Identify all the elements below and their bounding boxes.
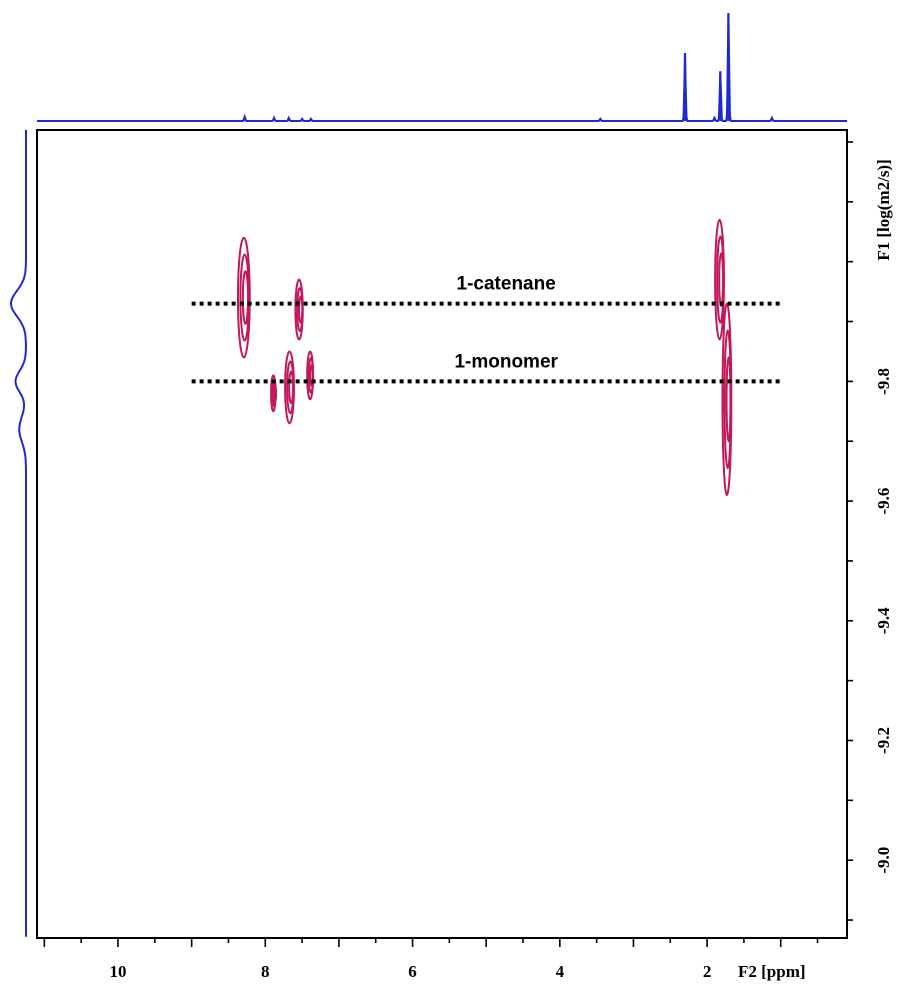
y-axis-title: F1 [log(m2/s)]	[874, 159, 893, 261]
contour-level	[725, 356, 732, 443]
contour-peaks	[236, 218, 733, 497]
x-tick-label: 2	[703, 962, 712, 981]
f2-projection-trace	[37, 12, 847, 122]
y-axis: -9.8 -9.6 -9.4 -9.2 -9.0	[847, 141, 893, 921]
plot-frame	[36, 129, 848, 939]
contour-peak	[284, 350, 295, 425]
x-tick-label: 4	[556, 962, 565, 981]
y-tick-label: -9.2	[874, 727, 893, 754]
contour-peak	[306, 350, 315, 401]
x-tick-label: 6	[408, 962, 417, 981]
x-tick-label: 10	[110, 962, 127, 981]
contour-peak	[721, 302, 733, 497]
reference-lines: 1-catenane 1-monomer	[191, 274, 781, 384]
y-tick-label: -9.6	[874, 488, 893, 515]
annotation-label: 1-catenane	[457, 274, 556, 295]
y-tick-label: -9.8	[874, 368, 893, 395]
f1-projection	[9, 130, 27, 937]
y-tick-label: -9.0	[874, 847, 893, 874]
contour-level	[241, 270, 250, 325]
contour-level	[298, 295, 304, 324]
contour-level	[718, 252, 725, 307]
contour-level	[272, 384, 278, 403]
f1-projection-trace	[9, 130, 27, 937]
y-tick-label: -9.4	[874, 607, 893, 634]
contour-level	[288, 370, 295, 405]
f2-projection	[37, 12, 847, 122]
x-tick-label: 8	[261, 962, 270, 981]
contour-level	[309, 363, 315, 387]
contour-peak	[236, 236, 251, 359]
annotation-label: 1-monomer	[454, 351, 558, 372]
x-axis-title: F2 [ppm]	[738, 962, 806, 981]
contour-peak	[294, 278, 304, 341]
contour-peak	[714, 218, 725, 341]
x-axis: 10 8 6 4 2	[43, 938, 819, 981]
